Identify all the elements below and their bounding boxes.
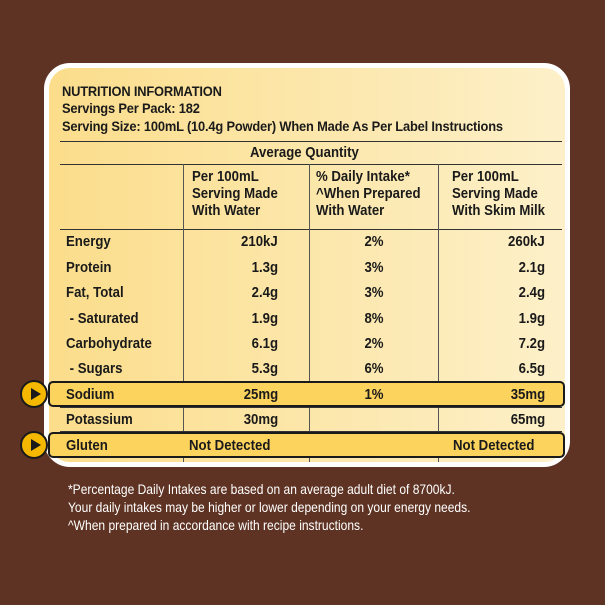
row-daily: 3% bbox=[364, 259, 384, 276]
row-daily: 2% bbox=[364, 335, 384, 352]
row-skim: 35mg bbox=[510, 386, 545, 403]
col-water-line3: With Water bbox=[192, 202, 261, 219]
row-daily: 6% bbox=[364, 360, 384, 377]
col-daily-line2: ^When Prepared bbox=[316, 185, 421, 202]
row-water: 1.9g bbox=[251, 310, 278, 327]
row-name: Energy bbox=[66, 233, 111, 250]
divider bbox=[60, 229, 562, 230]
footnote-recipe: ^When prepared in accordance with recipe… bbox=[68, 517, 364, 533]
row-water: 2.4g bbox=[251, 284, 278, 301]
play-arrow-icon bbox=[20, 431, 48, 459]
footnote-daily-intake: *Percentage Daily Intakes are based on a… bbox=[68, 481, 455, 497]
divider bbox=[60, 164, 562, 165]
row-skim: 1.9g bbox=[518, 310, 545, 327]
row-water: 5.3g bbox=[251, 360, 278, 377]
gluten-highlight bbox=[48, 432, 565, 458]
row-daily: 3% bbox=[364, 284, 384, 301]
col-daily-line1: % Daily Intake* bbox=[316, 168, 410, 185]
play-arrow-icon bbox=[20, 380, 48, 408]
row-skim: 2.4g bbox=[518, 284, 545, 301]
servings-per-pack: Servings Per Pack: 182 bbox=[62, 100, 200, 116]
gluten-name: Gluten bbox=[66, 437, 108, 454]
row-name: - Saturated bbox=[66, 310, 139, 327]
column-divider bbox=[438, 164, 439, 462]
divider bbox=[60, 141, 562, 142]
row-skim: 2.1g bbox=[518, 259, 545, 276]
row-daily: 2% bbox=[364, 233, 384, 250]
sodium-highlight bbox=[48, 381, 565, 407]
col-daily-line3: With Water bbox=[316, 202, 385, 219]
row-skim: 6.5g bbox=[518, 360, 545, 377]
serving-size: Serving Size: 100mL (10.4g Powder) When … bbox=[62, 118, 503, 134]
row-water: 210kJ bbox=[241, 233, 278, 250]
row-skim: 7.2g bbox=[518, 335, 545, 352]
row-skim: 260kJ bbox=[508, 233, 545, 250]
col-skim-line3: With Skim Milk bbox=[452, 202, 546, 219]
row-skim: 65mg bbox=[510, 411, 545, 428]
divider bbox=[60, 431, 562, 432]
col-skim-line2: Serving Made bbox=[452, 185, 538, 202]
col-water-line2: Serving Made bbox=[192, 185, 278, 202]
column-divider bbox=[309, 164, 310, 462]
row-daily: 8% bbox=[364, 310, 384, 327]
panel-title: NUTRITION INFORMATION bbox=[62, 83, 222, 99]
row-name: Potassium bbox=[66, 411, 133, 428]
col-water-line1: Per 100mL bbox=[192, 168, 259, 185]
divider bbox=[60, 407, 562, 408]
row-water: 6.1g bbox=[251, 335, 278, 352]
row-water: 1.3g bbox=[251, 259, 278, 276]
row-name: Sodium bbox=[66, 386, 115, 403]
footnote-energy-needs: Your daily intakes may be higher or lowe… bbox=[68, 499, 471, 515]
average-quantity-heading: Average Quantity bbox=[250, 144, 359, 161]
col-skim-line1: Per 100mL bbox=[452, 168, 519, 185]
column-divider bbox=[183, 164, 184, 462]
row-name: Protein bbox=[66, 259, 112, 276]
row-name: - Sugars bbox=[66, 360, 123, 377]
gluten-water: Not Detected bbox=[189, 437, 271, 454]
row-water: 25mg bbox=[243, 386, 278, 403]
row-name: Carbohydrate bbox=[66, 335, 152, 352]
row-water: 30mg bbox=[243, 411, 278, 428]
row-name: Fat, Total bbox=[66, 284, 124, 301]
gluten-skim: Not Detected bbox=[453, 437, 535, 454]
row-daily: 1% bbox=[364, 386, 384, 403]
